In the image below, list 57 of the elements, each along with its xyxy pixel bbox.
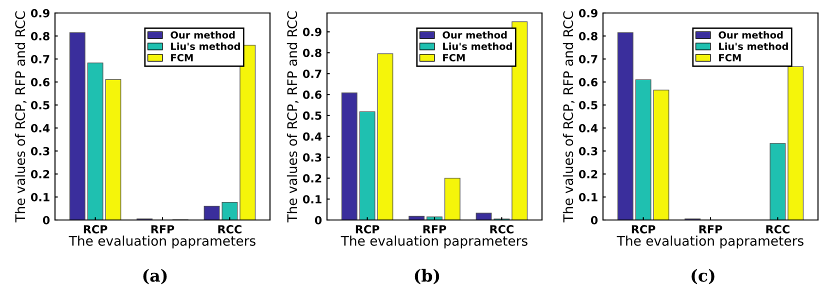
y-tick-label: 0.6 bbox=[578, 78, 598, 86]
y-tick-label: 0.3 bbox=[578, 146, 598, 156]
y-tick-label: 0.7 bbox=[578, 54, 598, 64]
text: (c) bbox=[692, 268, 714, 284]
x-axis-title: The evaluation paprameters bbox=[68, 236, 256, 248]
y-tick-label: 0.2 bbox=[30, 170, 50, 178]
y-tick-label: 0.7 bbox=[30, 54, 50, 64]
x-tick-label: RCP bbox=[84, 225, 108, 234]
legend-label: FCM bbox=[171, 54, 193, 62]
y-tick-label: 0.6 bbox=[30, 78, 50, 86]
y-tick-label: 0.7 bbox=[302, 70, 322, 78]
x-tick-label: RCC bbox=[490, 225, 514, 234]
y-axis-title: The values of RCP, RFP and RCC bbox=[14, 11, 26, 222]
y-tick-label: 0.3 bbox=[302, 153, 322, 162]
legend-label: Our method bbox=[170, 31, 235, 39]
y-tick-label: 0 bbox=[314, 216, 322, 224]
x-tick-label: RFP bbox=[151, 225, 174, 234]
y-tick-label: 0.8 bbox=[30, 32, 50, 40]
text: (a) bbox=[143, 268, 167, 284]
y-axis-title: The values of RCP, RFP and RCC bbox=[286, 11, 298, 222]
y-tick-label: 0.3 bbox=[30, 146, 50, 156]
y-tick-label: 0.9 bbox=[30, 8, 50, 18]
text: (b) bbox=[414, 268, 440, 284]
legend-label: Liu's method bbox=[443, 42, 512, 50]
y-axis-title: The values of RCP, RFP and RCC bbox=[562, 11, 574, 222]
x-axis-title: The evaluation paprameters bbox=[340, 236, 528, 248]
y-tick-label: 0.9 bbox=[578, 8, 598, 18]
y-tick-label: 0 bbox=[590, 216, 598, 224]
y-tick-label: 0.2 bbox=[578, 170, 598, 178]
y-tick-label: 0 bbox=[42, 216, 50, 224]
x-tick-label: RFP bbox=[699, 225, 722, 234]
y-tick-label: 0.5 bbox=[302, 111, 322, 120]
y-tick-label: 0.1 bbox=[30, 192, 50, 202]
y-tick-label: 0.9 bbox=[302, 28, 322, 36]
x-tick-label: RCP bbox=[632, 225, 656, 234]
x-axis-title: The evaluation paprameters bbox=[616, 236, 804, 248]
y-tick-label: 0.8 bbox=[578, 32, 598, 40]
legend-label: Liu's method bbox=[171, 42, 240, 50]
x-tick-label: RCC bbox=[766, 225, 790, 234]
legend-label: Our method bbox=[718, 31, 783, 39]
y-tick-label: 0.5 bbox=[30, 100, 50, 110]
y-tick-label: 0.1 bbox=[578, 192, 598, 202]
y-tick-label: 0.4 bbox=[578, 124, 598, 132]
y-tick-label: 0.8 bbox=[302, 48, 322, 58]
legend-label: FCM bbox=[719, 54, 741, 62]
y-tick-label: 0.4 bbox=[30, 124, 50, 132]
legend-label: Our method bbox=[442, 31, 507, 39]
x-tick-label: RFP bbox=[423, 225, 446, 234]
x-tick-label: RCC bbox=[218, 225, 242, 234]
legend-label: FCM bbox=[443, 54, 465, 62]
legend-label: Liu's method bbox=[719, 42, 788, 50]
y-tick-label: 0.1 bbox=[302, 195, 322, 204]
y-tick-label: 0.5 bbox=[578, 100, 598, 110]
y-tick-label: 0.4 bbox=[302, 132, 322, 141]
y-tick-label: 0.6 bbox=[302, 90, 322, 99]
x-tick-label: RCP bbox=[356, 225, 380, 234]
y-tick-label: 0.2 bbox=[302, 174, 322, 183]
